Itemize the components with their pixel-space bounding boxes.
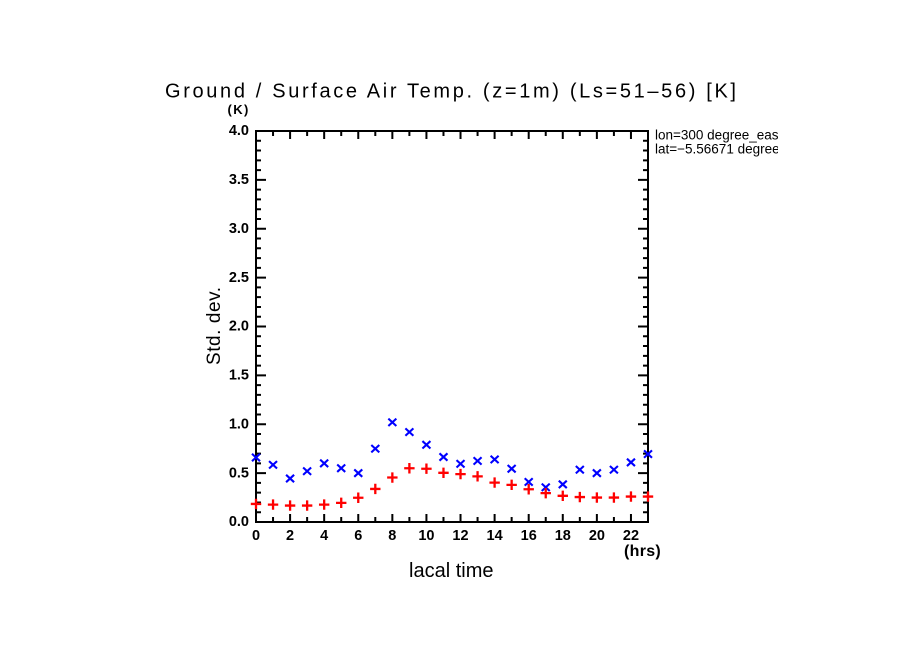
svg-text:20: 20 (589, 528, 605, 544)
svg-text:lon=300 degree_eas: lon=300 degree_eas (655, 128, 779, 143)
svg-text:2.5: 2.5 (229, 270, 249, 286)
svg-text:Std. dev.: Std. dev. (204, 287, 225, 365)
svg-text:16: 16 (521, 528, 537, 544)
svg-text:4.0: 4.0 (229, 123, 249, 139)
svg-text:18: 18 (555, 528, 571, 544)
svg-text:10: 10 (418, 528, 434, 544)
svg-text:6: 6 (354, 528, 362, 544)
svg-text:0: 0 (252, 528, 260, 544)
svg-text:1.0: 1.0 (229, 416, 249, 432)
svg-text:lacal time: lacal time (409, 560, 493, 582)
svg-text:0.0: 0.0 (229, 514, 249, 530)
svg-text:14: 14 (487, 528, 503, 544)
svg-text:lat=−5.56671 degrees_north: lat=−5.56671 degrees_north (655, 142, 825, 157)
svg-text:1.5: 1.5 (229, 368, 249, 384)
svg-text:(hrs): (hrs) (624, 543, 661, 560)
svg-text:3.0: 3.0 (229, 221, 249, 237)
svg-text:4: 4 (320, 528, 328, 544)
svg-text:22: 22 (623, 528, 639, 544)
svg-text:3.5: 3.5 (229, 172, 249, 188)
svg-text:2.0: 2.0 (229, 319, 249, 335)
svg-text:(K): (K) (228, 102, 250, 117)
svg-text:0.5: 0.5 (229, 465, 249, 481)
svg-text:8: 8 (388, 528, 396, 544)
svg-text:2: 2 (286, 528, 294, 544)
svg-text:12: 12 (452, 528, 468, 544)
